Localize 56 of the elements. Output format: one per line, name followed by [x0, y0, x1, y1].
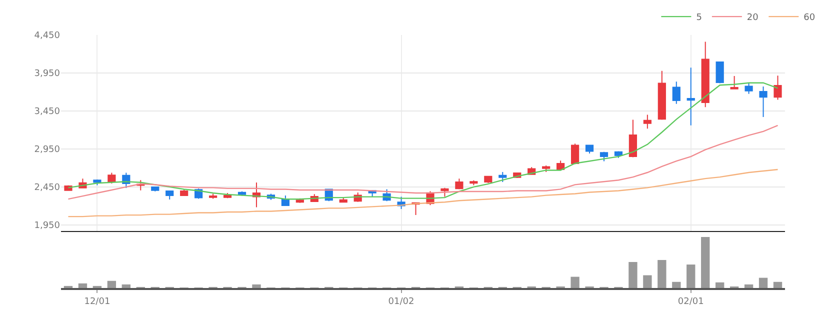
x-tick-label: 01/02	[388, 296, 414, 307]
bar	[758, 278, 768, 288]
candlestick	[542, 164, 550, 173]
candlestick	[701, 41, 710, 108]
legend-label: 60	[804, 13, 816, 24]
candlestick	[600, 151, 608, 162]
candlestick	[455, 178, 464, 190]
candlestick	[628, 119, 638, 158]
bar	[686, 264, 696, 288]
y-tick-label: 2,950	[34, 145, 60, 156]
legend-label: 20	[746, 13, 759, 24]
candlestick	[570, 143, 580, 164]
y-tick-label: 2,450	[34, 183, 60, 194]
candlestick	[730, 75, 738, 90]
candlestick	[108, 172, 116, 184]
candlestick	[151, 186, 160, 192]
candlestick	[716, 61, 724, 84]
bar	[773, 282, 782, 288]
bar	[701, 237, 710, 288]
bar	[658, 260, 666, 288]
candlestick	[208, 193, 218, 200]
candlestick	[774, 75, 782, 100]
line-series	[68, 124, 778, 200]
candlestick	[498, 172, 507, 182]
candlestick	[93, 178, 102, 186]
candlestick	[166, 190, 174, 200]
candlestick	[744, 82, 753, 94]
line-series	[68, 168, 778, 218]
bar	[716, 282, 724, 288]
bar	[107, 280, 116, 288]
x-tick-label: 02/01	[678, 296, 704, 307]
y-tick-label: 4,450	[34, 31, 60, 42]
x-tick-label: 12/01	[84, 296, 110, 307]
bar	[628, 262, 638, 288]
y-tick-label: 3,450	[34, 107, 60, 118]
candlestick	[440, 187, 449, 198]
candlestick	[484, 176, 492, 184]
candlestick	[585, 144, 594, 154]
candlestick	[672, 81, 680, 104]
candlestick	[759, 86, 768, 118]
candlestick	[470, 180, 478, 186]
candlestick	[658, 70, 666, 120]
legend-label: 5	[696, 13, 702, 24]
candlestick	[686, 67, 695, 126]
bar	[252, 284, 261, 288]
y-tick-label: 1,950	[34, 221, 60, 232]
candlestick	[643, 114, 652, 130]
bar	[672, 282, 681, 288]
y-tick-label: 3,950	[34, 69, 60, 80]
bar	[122, 284, 130, 288]
bar	[744, 284, 754, 288]
line-series	[68, 82, 778, 200]
bar	[78, 283, 88, 288]
candlestick	[180, 189, 188, 196]
bar	[570, 276, 580, 288]
bar	[643, 275, 652, 288]
